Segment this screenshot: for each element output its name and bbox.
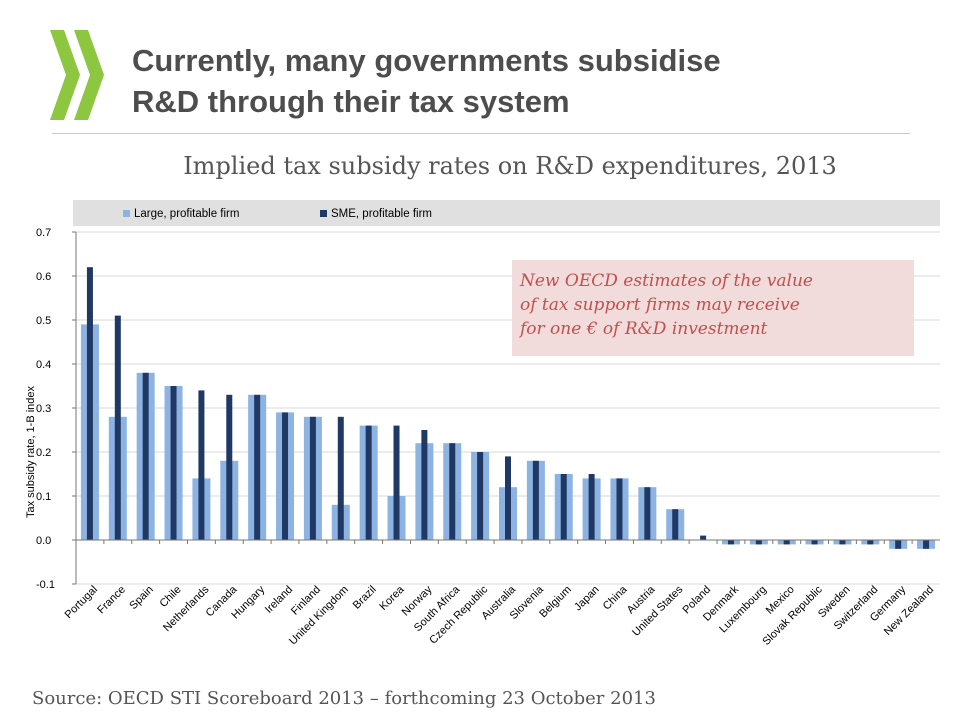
bar-sme-germany — [895, 540, 902, 549]
oecd-logo — [50, 30, 104, 120]
bar-sme-mexico — [783, 540, 790, 545]
bar-sme-france — [114, 315, 121, 540]
y-tick-label: -0.1 — [36, 579, 55, 591]
x-tick-label: Brazil — [351, 584, 379, 612]
bar-sme-australia — [505, 456, 511, 540]
legend-background — [73, 200, 940, 226]
x-tick-label: Portugal — [63, 584, 100, 621]
bar-sme-belgium — [560, 474, 567, 540]
bar-sme-sweden — [839, 540, 846, 545]
y-tick-label: 0.0 — [36, 535, 51, 547]
bar-sme-japan — [588, 474, 595, 540]
bar-sme-portugal — [86, 267, 93, 540]
legend: Large, profitable firm SME, profitable f… — [123, 208, 432, 220]
bar-sme-norway — [421, 430, 428, 540]
x-tick-label: France — [95, 584, 128, 617]
legend-swatch-large — [123, 210, 130, 217]
y-axis-label: Tax subsidy rate, 1-B index — [25, 385, 37, 518]
bar-chart: Large, profitable firm SME, profitable f… — [25, 200, 940, 648]
bar-sme-netherlands — [198, 390, 205, 540]
callout-text: New OECD estimates of the value of tax s… — [518, 271, 818, 339]
y-tick-label: 0.5 — [36, 315, 51, 327]
slide-title: Currently, many governments subsidise R&… — [132, 40, 932, 122]
bar-sme-korea — [393, 425, 400, 540]
y-tick-label: 0.4 — [36, 359, 51, 371]
y-tick-label: 0.6 — [36, 271, 51, 283]
bar-sme-south-africa — [449, 443, 456, 540]
y-tick-label: 0.3 — [36, 403, 51, 415]
bar-sme-austria — [644, 487, 651, 540]
slide-title-line1: Currently, many governments subsidise — [132, 43, 721, 78]
bar-sme-ireland — [282, 412, 289, 540]
bar-sme-canada — [226, 394, 233, 540]
logo-chevron-right — [74, 30, 104, 120]
source-note: Source: OECD STI Scoreboard 2013 – forth… — [32, 688, 656, 709]
bar-sme-finland — [309, 416, 316, 540]
bar-sme-poland — [700, 535, 707, 540]
bar-sme-united-states — [672, 509, 679, 540]
bar-sme-spain — [142, 372, 149, 540]
bar-sme-china — [616, 478, 623, 540]
bar-sme-slovenia — [532, 460, 539, 540]
bar-series — [80, 267, 936, 549]
y-tick-label: 0.2 — [36, 447, 51, 459]
bar-sme-hungary — [254, 394, 261, 540]
slide-title-line2: R&D through their tax system — [132, 84, 570, 119]
callout-box — [512, 260, 914, 356]
callout: New OECD estimates of the value of tax s… — [512, 260, 914, 356]
bar-sme-slovak-republic — [811, 540, 818, 545]
x-tick-label: Spain — [127, 584, 155, 612]
bar-sme-united-kingdom — [337, 416, 344, 540]
legend-swatch-sme — [320, 210, 327, 217]
logo-chevron-left — [50, 30, 80, 120]
y-tick-label: 0.7 — [36, 227, 51, 239]
bar-sme-new-zealand — [923, 540, 930, 549]
bar-sme-czech-republic — [477, 452, 484, 540]
legend-label-large: Large, profitable firm — [134, 208, 239, 220]
y-tick-label: 0.1 — [36, 491, 51, 503]
legend-label-sme: SME, profitable firm — [331, 208, 432, 220]
bar-sme-switzerland — [867, 540, 874, 545]
bar-sme-brazil — [365, 425, 372, 540]
bar-sme-denmark — [727, 540, 734, 545]
bar-sme-luxembourg — [755, 540, 762, 545]
x-tick-label: Japan — [572, 584, 602, 614]
y-axis-tick-labels: -0.1 0.0 0.1 0.2 0.3 0.4 0.5 0.6 0.7 — [36, 227, 55, 591]
bar-sme-chile — [170, 386, 177, 540]
title-divider — [52, 133, 910, 134]
x-tick-label: New Zealand — [882, 584, 936, 638]
chart-subtitle: Implied tax subsidy rates on R&D expendi… — [183, 152, 837, 180]
